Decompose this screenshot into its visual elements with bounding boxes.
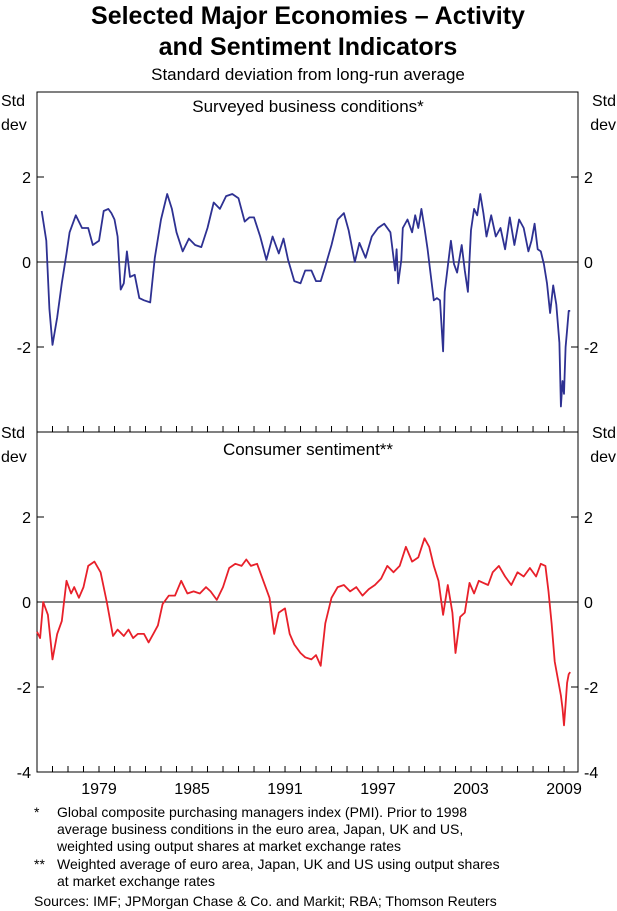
panel-title-consumer: Consumer sentiment** (223, 440, 393, 459)
consumer-ytick-label-left: 2 (22, 510, 31, 527)
business-ytick-label-left: 2 (22, 170, 31, 187)
xtick-label: 1991 (267, 781, 303, 798)
consumer-ytick-label-right: -2 (584, 680, 598, 697)
panel-title-business: Surveyed business conditions* (192, 97, 424, 116)
sources: Sources: IMF; JPMorgan Chase & Co. and M… (34, 893, 497, 909)
consumer-series-line (36, 537, 571, 727)
xtick-label: 1997 (360, 781, 396, 798)
y-unit-right-top-line2: dev (590, 117, 616, 134)
consumer-ytick-label-left: -4 (17, 765, 31, 782)
y-unit-left-top-line2: dev (1, 117, 27, 134)
chart-marks: 2 2 0 0 -2 -2 2 2 0 0 -2 -2 -4 -4 1979 1985 1991 1997 2003… (17, 91, 598, 798)
consumer-ytick-label-right: 2 (584, 510, 593, 527)
consumer-ytick-label-left: -2 (17, 680, 31, 697)
footnote-2-marker: ** (34, 856, 45, 872)
footnote-2-line1: Weighted average of euro area, Japan, UK… (57, 856, 500, 872)
business-ytick-label-right: -2 (584, 340, 598, 357)
business-ytick-label-right: 0 (584, 255, 593, 272)
business-ytick-label-right: 2 (584, 170, 593, 187)
y-unit-right-bottom-line2: dev (590, 449, 616, 466)
footnote-2-line2: at market exchange rates (57, 873, 215, 889)
chart-title-line2: and Sentiment Indicators (159, 33, 458, 61)
chart-subtitle: Standard deviation from long-run average (151, 65, 465, 84)
footnote-1-line2: average business conditions in the euro … (57, 821, 463, 837)
footnote-1-marker: * (34, 804, 40, 820)
chart-title-line1: Selected Major Economies – Activity (91, 2, 525, 30)
y-unit-right-bottom-line1: Std (592, 425, 616, 442)
footnote-1-line1: Global composite purchasing managers ind… (57, 804, 467, 820)
xtick-label: 1985 (174, 781, 210, 798)
footnote-1-line3: weighted using output shares at market e… (56, 838, 401, 854)
business-series-line (40, 193, 571, 408)
xtick-label: 2009 (546, 781, 582, 798)
consumer-ytick-label-right: 0 (584, 595, 593, 612)
business-ytick-label-left: -2 (17, 340, 31, 357)
y-unit-left-bottom-line1: Std (1, 425, 25, 442)
y-unit-right-top-line1: Std (592, 93, 616, 110)
xtick-label: 2003 (453, 781, 489, 798)
consumer-ytick-label-right: -4 (584, 765, 598, 782)
y-unit-left-top-line1: Std (1, 93, 25, 110)
consumer-ytick-label-left: 0 (22, 595, 31, 612)
business-ytick-label-left: 0 (22, 255, 31, 272)
y-unit-left-bottom-line2: dev (1, 449, 27, 466)
xtick-label: 1979 (81, 781, 117, 798)
